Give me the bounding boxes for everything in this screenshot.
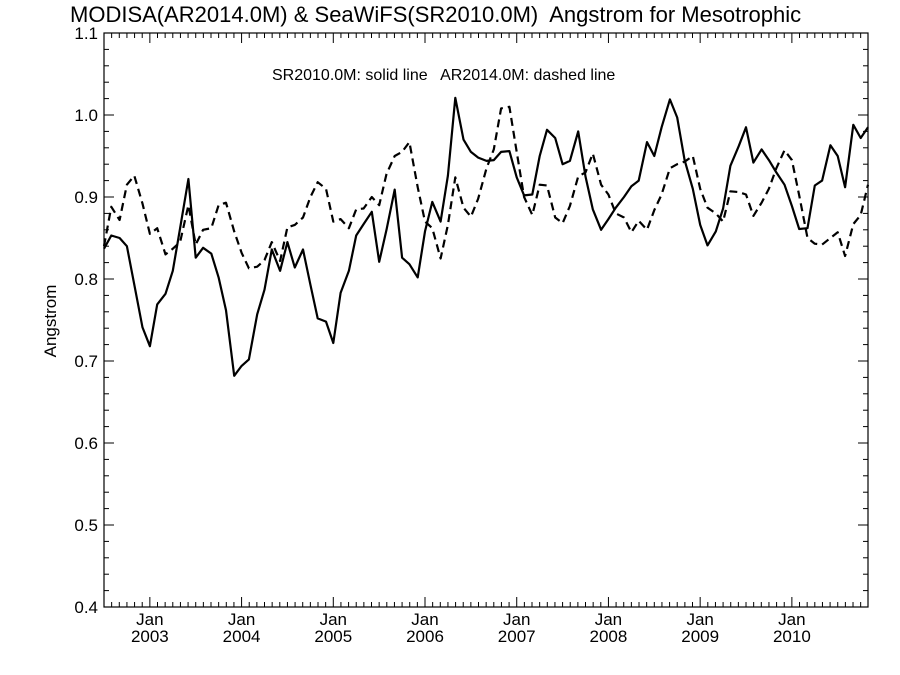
x-tick-label-year: 2005 [314,627,352,646]
x-tick-label-year: 2007 [498,627,536,646]
x-tick-label-month: Jan [778,610,805,629]
x-tick-label-year: 2010 [773,627,811,646]
line-style-note: SR2010.0M: solid line AR2014.0M: dashed … [272,67,615,84]
dashed-series-line [102,105,870,270]
axis-ticks [103,32,868,608]
x-tick-label-month: Jan [136,610,163,629]
y-tick-label: 0.6 [74,434,98,453]
y-tick-label: 0.4 [74,598,98,617]
x-tick-label-year: 2006 [406,627,444,646]
x-tick-label-month: Jan [320,610,347,629]
plot-area-frame [103,32,869,608]
x-tick-label-year: 2003 [131,627,169,646]
x-tick-label-year: 2004 [223,627,261,646]
data-lines [102,96,870,377]
y-tick-label: 1.1 [74,24,98,43]
x-tick-label-year: 2009 [681,627,719,646]
y-tick-label: 0.9 [74,188,98,207]
axis-tick-labels: 0.40.50.60.70.80.91.01.1Jan2003Jan2004Ja… [74,24,810,646]
x-tick-label-month: Jan [228,610,255,629]
x-tick-label-month: Jan [595,610,622,629]
y-tick-label: 1.0 [74,106,98,125]
solid-series-line [103,96,869,377]
x-tick-label-month: Jan [411,610,438,629]
y-tick-label: 0.8 [74,270,98,289]
x-tick-label-month: Jan [686,610,713,629]
chart-title: MODISA(AR2014.0M) & SeaWiFS(SR2010.0M) A… [70,2,801,27]
y-axis-label: Angstrom [41,285,60,358]
y-tick-label: 0.5 [74,516,98,535]
x-tick-label-month: Jan [503,610,530,629]
x-tick-label-year: 2008 [590,627,628,646]
y-tick-label: 0.7 [74,352,98,371]
